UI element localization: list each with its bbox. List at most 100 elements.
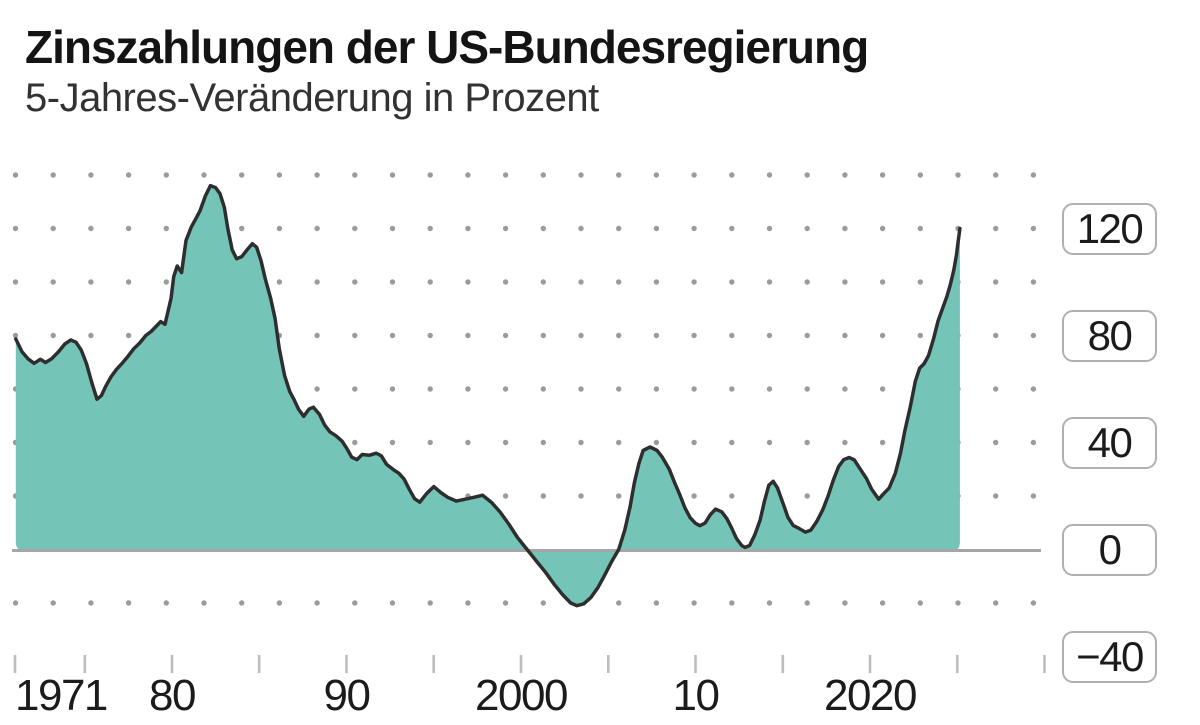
- grid-dot: [465, 600, 471, 606]
- grid-dot: [465, 172, 471, 178]
- grid-dot: [427, 172, 433, 178]
- grid-dot: [691, 225, 697, 232]
- grid-dot: [729, 439, 735, 446]
- grid-dot: [804, 386, 810, 392]
- grid-dot: [578, 439, 584, 446]
- grid-dot: [842, 600, 848, 606]
- grid-dot: [427, 439, 433, 446]
- grid-dot: [804, 279, 810, 285]
- x-axis-label: 90: [323, 671, 371, 720]
- grid-dot: [879, 279, 886, 285]
- grid-dot: [616, 386, 622, 392]
- grid-dot: [993, 386, 999, 392]
- grid-dot: [653, 332, 660, 339]
- y-axis-label: 120: [1076, 204, 1144, 252]
- grid-dot: [314, 332, 320, 339]
- grid-dot: [879, 439, 886, 446]
- grid-dot: [766, 279, 773, 285]
- grid-dot: [653, 600, 660, 606]
- grid-dot: [1030, 386, 1037, 392]
- grid-dot: [427, 332, 433, 339]
- grid-dot: [239, 600, 245, 606]
- y-axis-label-box: −40: [1062, 630, 1157, 683]
- grid-dot: [276, 279, 283, 285]
- grid-dot: [502, 279, 509, 285]
- grid-dot: [917, 332, 923, 339]
- grid-dot: [1030, 332, 1037, 339]
- grid-dot: [804, 172, 810, 178]
- x-tick: [432, 655, 435, 673]
- x-tick: [781, 655, 785, 673]
- grid-dot: [729, 279, 735, 285]
- grid-dot: [1030, 172, 1037, 178]
- area-outline: [14, 183, 962, 608]
- grid-dot: [917, 600, 923, 606]
- grid-dot: [842, 172, 848, 178]
- grid-dot: [653, 386, 660, 392]
- grid-dot: [616, 493, 622, 499]
- grid-dot: [465, 225, 471, 232]
- grid-dot: [917, 172, 923, 178]
- grid-dot: [993, 493, 999, 499]
- grid-dot: [125, 172, 132, 178]
- grid-dot: [804, 600, 810, 606]
- grid-dot: [352, 225, 358, 232]
- grid-dot: [616, 225, 622, 232]
- grid-dot: [427, 600, 433, 606]
- grid-dot: [502, 439, 509, 446]
- grid-dot: [729, 225, 735, 232]
- x-tick: [1043, 655, 1046, 673]
- grid-dot: [691, 386, 697, 392]
- grid-dot: [12, 279, 19, 285]
- area-fill: [15, 185, 960, 606]
- grid-dot: [88, 332, 94, 339]
- x-axis-label: 2020: [824, 671, 917, 720]
- grid-dot: [691, 600, 697, 606]
- grid-dot: [352, 386, 358, 392]
- grid-dot: [12, 225, 19, 232]
- x-tick: [519, 655, 523, 673]
- grid-dot: [540, 279, 546, 285]
- grid-dot: [1030, 439, 1037, 446]
- grid-dot: [842, 386, 848, 392]
- x-tick: [13, 655, 17, 673]
- grid-dot: [842, 279, 848, 285]
- y-axis-label: −40: [1076, 632, 1144, 680]
- grid-dot: [389, 332, 396, 339]
- grid-dot: [653, 172, 660, 178]
- grid-dot: [502, 172, 509, 178]
- grid-dot: [314, 225, 320, 232]
- grid-dot: [389, 279, 396, 285]
- grid-dot: [917, 279, 923, 285]
- grid-dot: [125, 225, 132, 232]
- grid-dot: [766, 600, 773, 606]
- grid-dot: [50, 172, 56, 178]
- grid-dot: [616, 439, 622, 446]
- x-tick: [868, 655, 872, 673]
- x-tick: [257, 655, 261, 673]
- grid-dot: [578, 386, 584, 392]
- grid-dot: [239, 172, 245, 178]
- grid-dot: [276, 600, 283, 606]
- grid-dot: [1030, 279, 1037, 285]
- grid-dot: [691, 493, 697, 499]
- grid-dot: [616, 279, 622, 285]
- grid-dot: [88, 172, 94, 178]
- grid-dot: [465, 279, 471, 285]
- grid-dot: [465, 332, 471, 339]
- grid-dot: [314, 386, 320, 392]
- grid-dot: [1030, 225, 1037, 232]
- grid-dot: [163, 600, 169, 606]
- grid-dot: [163, 172, 169, 178]
- grid-dot: [50, 332, 56, 339]
- grid-dot: [578, 332, 584, 339]
- grid-dot: [88, 279, 94, 285]
- grid-dot: [691, 172, 697, 178]
- grid-dot: [993, 172, 999, 178]
- grid-dot: [163, 225, 169, 232]
- grid-dot: [502, 386, 509, 392]
- grid-dot: [352, 172, 358, 178]
- grid-dot: [1030, 600, 1037, 606]
- grid-dot: [314, 600, 320, 606]
